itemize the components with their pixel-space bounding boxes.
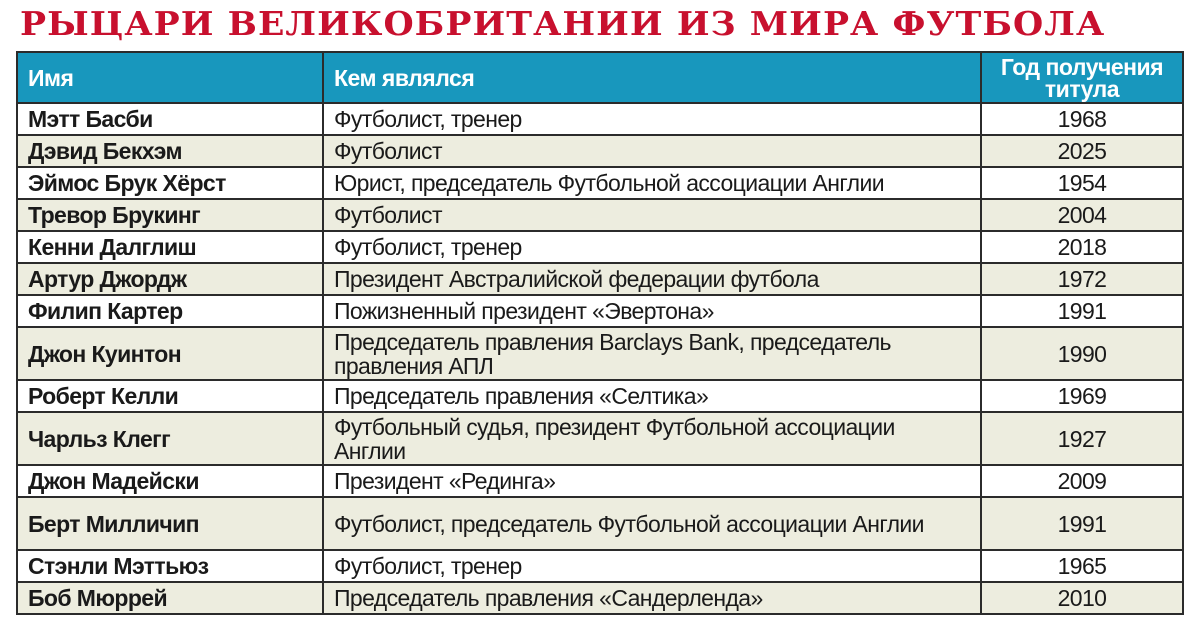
table-row: Дэвид Бекхэм Футболист 2025 [16, 134, 1184, 168]
header-role: Кем являлся [322, 51, 982, 104]
year-cell: 2010 [980, 581, 1184, 615]
name-cell: Боб Мюррей [16, 581, 324, 615]
name-cell: Берт Милличип [16, 496, 324, 551]
year-cell: 2025 [980, 134, 1184, 168]
year-cell: 1954 [980, 166, 1184, 200]
table-row: Берт Милличип Футболист, председатель Фут… [16, 496, 1184, 551]
table-row: Стэнли Мэттьюз Футболист, тренер 1965 [16, 549, 1184, 583]
role-cell: Юрист, председатель Футбольной ассоциаци… [322, 166, 982, 200]
year-cell: 1965 [980, 549, 1184, 583]
table-row: Кенни Далглиш Футболист, тренер 2018 [16, 230, 1184, 264]
year-cell: 1969 [980, 379, 1184, 413]
role-cell: Футболист, тренер [322, 230, 982, 264]
table-row: Джон Мадейски Президент «Рединга» 2009 [16, 464, 1184, 498]
table-row: Филип Картер Пожизненный президент «Эверт… [16, 294, 1184, 328]
role-cell: Футболист [322, 134, 982, 168]
name-cell: Эймос Брук Хёрст [16, 166, 324, 200]
name-cell: Тревор Брукинг [16, 198, 324, 232]
role-cell: Футболист, тренер [322, 102, 982, 136]
year-cell: 1990 [980, 326, 1184, 381]
role-cell: Председатель правления «Сандерленда» [322, 581, 982, 615]
year-cell: 1972 [980, 262, 1184, 296]
table-row: Боб Мюррей Председатель правления «Сандер… [16, 581, 1184, 615]
table-row: Артур Джордж Президент Австралийской феде… [16, 262, 1184, 296]
table-row: Тревор Брукинг Футболист 2004 [16, 198, 1184, 232]
table-row: Роберт Келли Председатель правления «Селт… [16, 379, 1184, 413]
year-cell: 1991 [980, 294, 1184, 328]
name-cell: Джон Мадейски [16, 464, 324, 498]
header-year: Год получения титула [980, 51, 1184, 104]
role-cell: Президент Австралийской федерации футбол… [322, 262, 982, 296]
role-cell: Футболист, председатель Футбольной ассоц… [322, 496, 982, 551]
year-cell: 2009 [980, 464, 1184, 498]
knights-table: Имя Кем являлся Год получения титула Мэт… [16, 51, 1184, 615]
name-cell: Артур Джордж [16, 262, 324, 296]
name-cell: Мэтт Басби [16, 102, 324, 136]
table-body: Мэтт Басби Футболист, тренер 1968 Дэвид Бек… [16, 102, 1184, 615]
year-cell: 1991 [980, 496, 1184, 551]
year-cell: 1968 [980, 102, 1184, 136]
role-cell: Футбольный судья, президент Футбольной а… [322, 411, 982, 466]
header-name: Имя [16, 51, 324, 104]
name-cell: Филип Картер [16, 294, 324, 328]
page-title: РЫЦАРИ ВЕЛИКОБРИТАНИИ ИЗ МИРА ФУТБОЛА [20, 4, 1106, 43]
role-cell: Футболист [322, 198, 982, 232]
name-cell: Дэвид Бекхэм [16, 134, 324, 168]
year-cell: 2018 [980, 230, 1184, 264]
table-row: Джон Куинтон Председатель правления Barcl… [16, 326, 1184, 381]
role-cell: Президент «Рединга» [322, 464, 982, 498]
year-cell: 1927 [980, 411, 1184, 466]
name-cell: Чарльз Клегг [16, 411, 324, 466]
role-cell: Председатель правления «Селтика» [322, 379, 982, 413]
table-header-row: Имя Кем являлся Год получения титула [16, 51, 1184, 104]
table-row: Чарльз Клегг Футбольный судья, президент … [16, 411, 1184, 466]
role-cell: Пожизненный президент «Эвертона» [322, 294, 982, 328]
table-row: Мэтт Басби Футболист, тренер 1968 [16, 102, 1184, 136]
name-cell: Стэнли Мэттьюз [16, 549, 324, 583]
name-cell: Джон Куинтон [16, 326, 324, 381]
year-cell: 2004 [980, 198, 1184, 232]
role-cell: Футболист, тренер [322, 549, 982, 583]
table-row: Эймос Брук Хёрст Юрист, председатель Футб… [16, 166, 1184, 200]
role-cell: Председатель правления Barclays Bank, пр… [322, 326, 982, 381]
name-cell: Роберт Келли [16, 379, 324, 413]
name-cell: Кенни Далглиш [16, 230, 324, 264]
